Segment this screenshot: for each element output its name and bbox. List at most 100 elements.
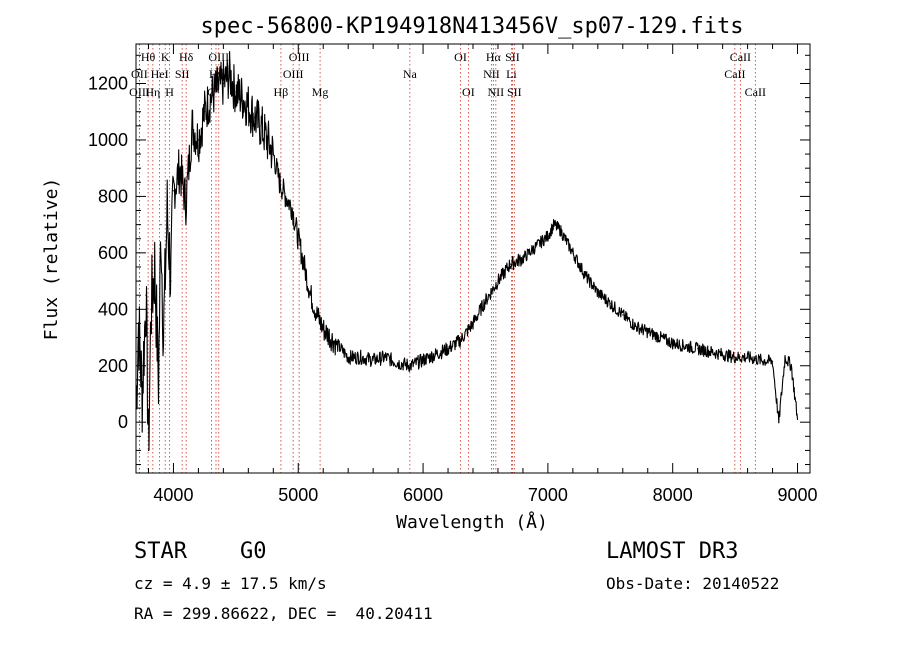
spectrum-line <box>135 50 799 451</box>
spectrum-point <box>260 125 262 127</box>
spectral-line-label: OII <box>131 67 148 81</box>
x-tick-label: 9000 <box>777 485 817 505</box>
spectrum-point <box>210 97 212 99</box>
spectrum-point <box>229 74 231 76</box>
spectral-line-label: OI <box>462 85 475 99</box>
spectral-line-label: K <box>161 50 170 64</box>
spectrum-point <box>179 167 181 169</box>
spectrum-point <box>697 348 699 350</box>
spectrum-point <box>322 328 324 330</box>
spectral-line-label: Mg <box>312 85 329 99</box>
spectrum-point <box>360 356 362 358</box>
spectrum-point <box>559 229 562 231</box>
spectrum-point <box>197 139 199 141</box>
x-tick-label: 6000 <box>403 485 443 505</box>
spectrum-point <box>547 235 549 237</box>
object-class: STAR <box>134 539 188 564</box>
y-tick-label: 600 <box>98 243 128 263</box>
y-axis-label: Flux (relative) <box>41 178 62 341</box>
spectrum-point <box>659 336 661 339</box>
spectrum-point <box>216 88 218 90</box>
spectrum-point <box>303 266 306 268</box>
spectrum-point <box>145 294 147 296</box>
spectrum-point <box>459 339 462 341</box>
x-tick-label: 7000 <box>528 485 568 505</box>
spectrum-point <box>347 356 349 358</box>
spectrum-point <box>684 345 686 347</box>
spectral-line-label: OIII <box>208 50 229 64</box>
spectral-line-label: OIII <box>129 85 150 99</box>
chart-title: spec-56800-KP194918N413456V_sp07-129.fit… <box>200 14 743 39</box>
survey-name: LAMOST DR3 <box>606 539 738 564</box>
spectrum-point <box>597 291 599 293</box>
spectrum-point <box>435 353 437 356</box>
spectral-line-label: CaII <box>724 67 745 81</box>
spectrum-point <box>734 356 736 358</box>
spectrum-point <box>297 238 299 240</box>
spectral-line-label: Hβ <box>274 85 289 99</box>
spectrum-point <box>584 274 586 276</box>
spectrum-point <box>609 303 611 305</box>
spectral-line-label: CaII <box>745 85 766 99</box>
spectral-line-label: OIII <box>289 50 310 64</box>
spectrum-point <box>566 241 568 243</box>
spectrum-point <box>534 246 537 248</box>
spectrum-point <box>150 308 152 310</box>
x-axis: 4000 5000 6000 7000 8000 9000 <box>147 44 818 505</box>
spectral-line-markers <box>138 44 756 473</box>
object-subclass: G0 <box>240 539 267 564</box>
spectrum-point <box>170 280 172 282</box>
spectrum-point <box>247 105 249 107</box>
spectral-line-label: Na <box>403 67 418 81</box>
spectral-line-label: OI <box>454 50 467 64</box>
spectral-line-label: Hη <box>145 85 160 99</box>
spectrum-point <box>672 342 674 344</box>
spectrum-point <box>154 266 156 268</box>
spectrum-point <box>191 125 193 127</box>
spectrum-point <box>185 201 187 203</box>
spectral-line-label: CaII <box>730 50 751 64</box>
spectral-line-label: SII <box>505 50 520 64</box>
spectrum-point <box>162 336 165 339</box>
spectrum-point <box>647 331 649 333</box>
y-tick-label: 1000 <box>88 130 128 150</box>
spectrum-point <box>141 393 143 395</box>
spectral-line-label: Hδ <box>179 50 194 64</box>
spectrum-point <box>166 209 168 212</box>
spectral-line-label: Li <box>506 67 517 81</box>
spectrum-point <box>291 207 293 209</box>
spectrum-point <box>572 252 574 254</box>
y-tick-label: 0 <box>118 412 128 432</box>
y-tick-label: 1200 <box>88 74 128 94</box>
spectrum-point <box>447 348 449 350</box>
spectrum-point <box>410 365 412 367</box>
spectrum-point <box>472 322 474 324</box>
spectrum-point <box>397 362 399 364</box>
spectrum-point <box>235 91 237 93</box>
spectrum-point <box>778 421 780 423</box>
spectrum-point <box>157 379 160 381</box>
spectrum-point <box>385 356 387 358</box>
spectrum-point <box>747 356 749 358</box>
spectrum-point <box>372 359 374 361</box>
spectrum-point <box>310 294 312 296</box>
spectral-line-label: Hθ <box>141 50 156 64</box>
spectrum-point <box>709 351 711 353</box>
spectral-line-label: H <box>165 85 174 99</box>
plot-frame <box>135 43 811 474</box>
y-tick-label: 800 <box>98 186 128 206</box>
spectral-line-label: HeI <box>151 67 169 81</box>
spectrum-point <box>553 224 555 226</box>
y-tick-label: 400 <box>98 299 128 319</box>
spectrum-point <box>285 195 287 197</box>
spectrum-point <box>147 449 150 451</box>
observation-date: Obs-Date: 20140522 <box>606 574 779 593</box>
spectrum-point <box>784 356 786 358</box>
spectrum-point <box>796 418 799 420</box>
redshift-value: cz = 4.9 ± 17.5 km/s <box>134 574 327 593</box>
y-axis: 0 200 400 600 800 1000 1200 <box>88 54 810 466</box>
spectrum-point <box>522 257 524 260</box>
spectrum-point <box>241 97 243 99</box>
